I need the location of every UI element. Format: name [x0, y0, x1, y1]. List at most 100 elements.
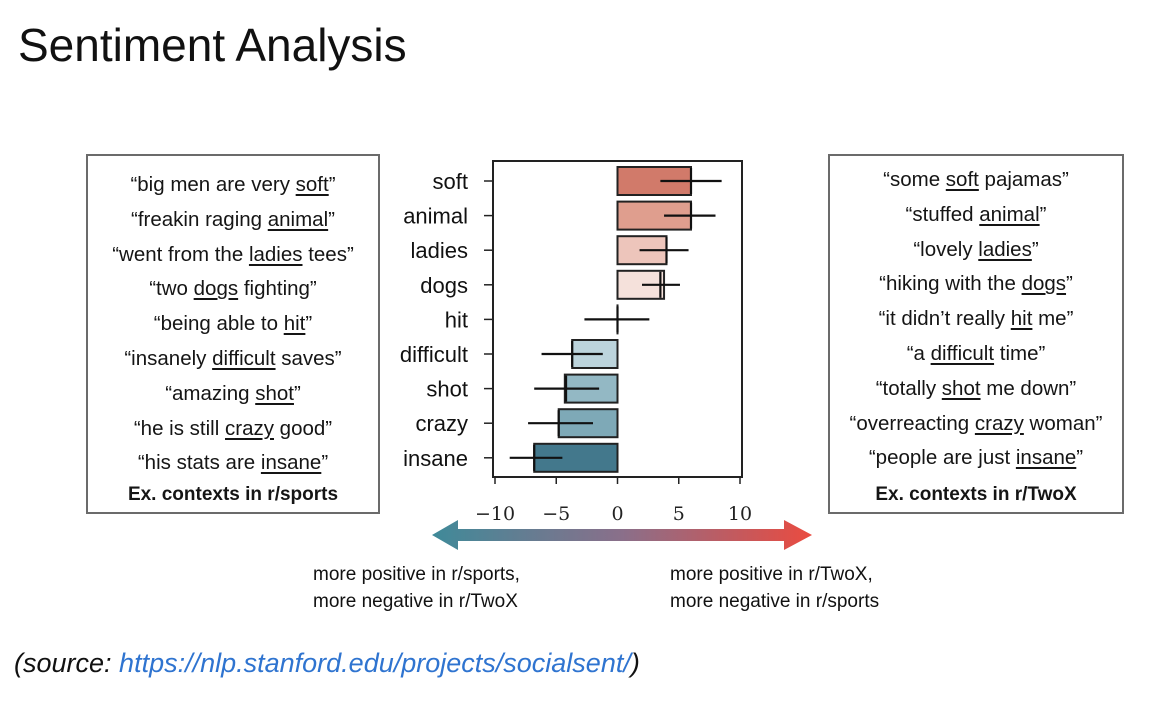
- context-text: ”: [328, 173, 336, 196]
- x-tick-label: 10: [728, 503, 752, 525]
- explain-left-line-1: more positive in r/sports,: [313, 564, 520, 585]
- x-tick-label: −10: [475, 503, 515, 525]
- context-text: “a: [906, 341, 931, 365]
- context-text: “amazing: [165, 381, 256, 405]
- context-keyword: difficult: [930, 341, 995, 365]
- context-keyword: soft: [295, 173, 329, 196]
- context-text: pajamas”: [978, 168, 1069, 191]
- context-keyword: animal: [267, 207, 329, 231]
- twox-context-list: “some soft pajamas” “stuffed animal” “love…: [830, 163, 1122, 476]
- context-text: ”: [328, 207, 335, 231]
- context-text: fighting”: [238, 277, 317, 301]
- context-text: “he is still: [133, 416, 225, 440]
- context-text: time”: [994, 341, 1046, 365]
- context-keyword: difficult: [212, 346, 276, 370]
- context-text: ”: [1066, 272, 1073, 296]
- sports-context-line: “insanely difficult saves”: [88, 342, 378, 377]
- sports-context-line: “went from the ladies tees”: [88, 238, 378, 273]
- sports-context-list: “big men are very soft” “freakin raging a…: [88, 168, 378, 481]
- context-text: me down”: [980, 376, 1077, 400]
- twox-context-line: “hiking with the dogs”: [830, 267, 1122, 302]
- context-text: tees”: [302, 242, 354, 266]
- y-tick-label: ladies: [411, 238, 468, 263]
- context-keyword: hit: [283, 312, 306, 336]
- context-keyword: insane: [1015, 446, 1077, 470]
- context-text: “his stats are: [137, 451, 261, 475]
- sentiment-direction-arrow: [432, 520, 812, 550]
- twox-context-line: “stuffed animal”: [830, 198, 1122, 233]
- y-tick-label: hit: [445, 307, 468, 332]
- context-keyword: shot: [255, 381, 294, 405]
- twox-context-line: “lovely ladies”: [830, 233, 1122, 268]
- x-tick-label: −5: [542, 503, 570, 525]
- context-text: “hiking with the: [879, 272, 1022, 296]
- twox-contexts-box: “some soft pajamas” “stuffed animal” “love…: [828, 154, 1124, 514]
- y-tick-label: shot: [426, 377, 468, 402]
- twox-context-line: “people are just insane”: [830, 441, 1122, 476]
- context-text: “two: [149, 277, 194, 301]
- twox-context-line: “overreacting crazy woman”: [830, 407, 1122, 442]
- context-text: “stuffed: [905, 202, 980, 226]
- context-text: “went from the: [112, 242, 249, 266]
- y-tick-label: dogs: [420, 273, 468, 298]
- context-text: “people are just: [868, 446, 1016, 470]
- sports-context-line: “freakin raging animal”: [88, 203, 378, 238]
- sports-contexts-label: Ex. contexts in r/sports: [127, 484, 339, 505]
- context-text: ”: [321, 451, 329, 475]
- sports-context-line: “amazing shot”: [88, 377, 378, 412]
- sports-context-line: “two dogs fighting”: [88, 272, 378, 307]
- y-tick-label: difficult: [400, 342, 468, 367]
- sports-context-line: “his stats are insane”: [88, 446, 378, 481]
- context-text: saves”: [275, 346, 342, 370]
- source-prefix: (source:: [14, 648, 120, 678]
- source-link[interactable]: https://nlp.stanford.edu/projects/social…: [119, 648, 631, 678]
- sports-contexts-box: “big men are very soft” “freakin raging a…: [86, 154, 380, 514]
- context-text: “lovely: [913, 237, 979, 261]
- context-text: good”: [273, 416, 333, 440]
- twox-context-line: “a difficult time”: [830, 337, 1122, 372]
- context-keyword: crazy: [225, 416, 274, 440]
- context-text: ”: [1076, 446, 1084, 470]
- context-text: “insanely: [124, 346, 213, 370]
- explain-right-line-2: more negative in r/sports: [670, 591, 880, 612]
- sports-context-line: “being able to hit”: [88, 307, 378, 342]
- x-tick-label: 0: [611, 503, 623, 525]
- context-text: ”: [1031, 237, 1039, 261]
- source-suffix: ): [630, 648, 640, 678]
- context-text: “some: [883, 168, 946, 191]
- context-text: me”: [1032, 307, 1074, 331]
- context-text: “big men are very: [130, 173, 296, 196]
- context-keyword: dogs: [1021, 272, 1067, 296]
- twox-context-line: “it didn’t really hit me”: [830, 302, 1122, 337]
- context-keyword: soft: [945, 168, 979, 191]
- twox-context-line: “totally shot me down”: [830, 372, 1122, 407]
- context-text: “overreacting: [849, 411, 975, 435]
- source-citation: (source: https://nlp.stanford.edu/projec…: [14, 648, 640, 679]
- context-text: “being able to: [153, 312, 284, 336]
- context-text: ”: [293, 381, 301, 405]
- page-title: Sentiment Analysis: [18, 19, 407, 71]
- context-text: ”: [1039, 202, 1047, 226]
- sports-context-line: “big men are very soft”: [88, 168, 378, 203]
- sports-direction-explanation: more positive in r/sports, more negative…: [313, 561, 520, 615]
- context-keyword: ladies: [978, 237, 1032, 261]
- context-keyword: dogs: [193, 277, 239, 301]
- twox-direction-explanation: more positive in r/TwoX, more negative i…: [670, 561, 879, 615]
- bar: [616, 269, 666, 300]
- context-text: ”: [305, 312, 313, 336]
- twox-context-line: “some soft pajamas”: [830, 163, 1122, 198]
- context-keyword: hit: [1010, 307, 1033, 331]
- explain-right-line-1: more positive in r/TwoX,: [670, 564, 873, 585]
- y-tick-label: insane: [403, 446, 468, 471]
- y-tick-label: animal: [403, 204, 468, 229]
- context-text: woman”: [1023, 411, 1103, 435]
- context-text: “it didn’t really: [878, 307, 1011, 331]
- twox-contexts-label: Ex. contexts in r/TwoX: [875, 484, 1077, 505]
- context-text: “totally: [875, 376, 942, 400]
- explain-left-line-2: more negative in r/TwoX: [313, 591, 518, 612]
- context-keyword: crazy: [974, 411, 1024, 435]
- y-tick-label: soft: [433, 169, 468, 194]
- y-tick-label: crazy: [415, 411, 468, 436]
- context-keyword: shot: [941, 376, 981, 400]
- context-keyword: insane: [260, 451, 322, 475]
